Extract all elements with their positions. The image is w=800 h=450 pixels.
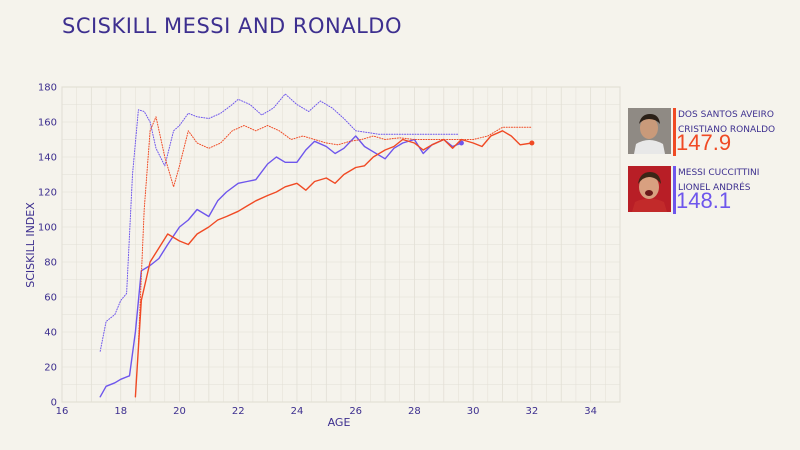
- x-tick-label: 16: [56, 406, 69, 417]
- x-tick-label: 20: [173, 406, 186, 417]
- series-line-3: [134, 130, 533, 398]
- y-tick-label: 120: [38, 188, 57, 199]
- y-axis-label: SCISKILL INDEX: [24, 202, 37, 288]
- messi-accent-bar: [673, 166, 676, 214]
- series-line-4: [137, 116, 533, 345]
- x-tick-label: 34: [584, 406, 597, 417]
- x-tick-label: 32: [526, 406, 539, 417]
- messi-given-name: LIONEL ANDRÉS: [678, 183, 751, 193]
- y-tick-label: 140: [38, 153, 57, 164]
- y-tick-label: 180: [38, 83, 57, 94]
- player-card-messi: MESSI CUCCITTINI LIONEL ANDRÉS 148.1: [628, 166, 778, 214]
- y-tick-label: 20: [44, 363, 57, 374]
- ronaldo-accent-bar: [673, 108, 676, 156]
- messi-score: 148.1: [676, 188, 732, 213]
- series-line-1: [99, 135, 463, 398]
- x-tick-label: 22: [232, 406, 245, 417]
- y-tick-label: 40: [44, 328, 57, 339]
- series-end-point-1: [458, 140, 464, 146]
- x-axis-label: AGE: [328, 416, 351, 429]
- y-tick-label: 80: [44, 258, 57, 269]
- player-card-ronaldo: DOS SANTOS AVEIRO CRISTIANO RONALDO 147.…: [628, 108, 778, 156]
- x-tick-label: 18: [114, 406, 127, 417]
- x-tick-label: 26: [349, 406, 362, 417]
- x-tick-label: 24: [291, 406, 304, 417]
- series-end-point-3: [529, 140, 535, 146]
- ronaldo-given-name: CRISTIANO RONALDO: [678, 125, 776, 135]
- series-layer: [99, 93, 535, 398]
- grid-layer: [61, 86, 621, 403]
- x-tick-label: 30: [467, 406, 480, 417]
- ronaldo-surname: DOS SANTOS AVEIRO: [678, 110, 774, 120]
- x-tick-label: 28: [408, 406, 421, 417]
- axis-layer: 16 18 20 22 24 26 28 30 32 34 0 20 40 60 80 100 120 140 16…: [38, 83, 597, 418]
- messi-surname: MESSI CUCCITTINI: [678, 168, 760, 178]
- y-tick-label: 160: [38, 118, 57, 129]
- ronaldo-score: 147.9: [676, 130, 732, 155]
- y-tick-label: 100: [38, 223, 57, 234]
- ronaldo-photo: [628, 108, 671, 154]
- messi-photo: [628, 166, 671, 212]
- y-tick-label: 0: [51, 398, 57, 409]
- y-tick-label: 60: [44, 293, 57, 304]
- page-title: SCISKILL MESSI AND RONALDO: [62, 14, 402, 38]
- series-line-2: [99, 93, 459, 352]
